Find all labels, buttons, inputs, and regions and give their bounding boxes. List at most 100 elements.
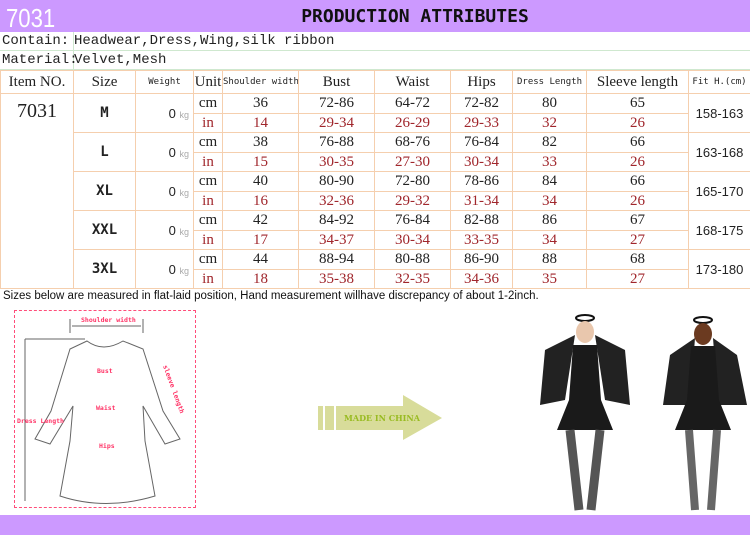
col-header: Dress Length	[512, 70, 587, 94]
measure-cm: 72-86	[298, 93, 375, 114]
measure-cm: 88	[512, 249, 587, 270]
measure-in: 16	[222, 190, 299, 211]
unit-in: in	[193, 268, 223, 289]
size-cell: 3XL	[73, 249, 136, 289]
page-title: PRODUCTION ATTRIBUTES	[301, 6, 529, 27]
measure-in: 31-34	[450, 190, 513, 211]
measure-in: 29-34	[298, 112, 375, 133]
measure-in: 32-36	[298, 190, 375, 211]
material-label: Material:	[2, 51, 78, 70]
material-value: Velvet,Mesh	[74, 52, 167, 68]
measure-cm: 38	[222, 132, 299, 153]
measure-in: 34	[512, 190, 587, 211]
size-cell: M	[73, 93, 136, 133]
item-number: 7031	[0, 93, 74, 289]
size-table: Item NO. Size Weight Unit Shoulder width…	[0, 70, 750, 289]
size-cell: XL	[73, 171, 136, 211]
measure-in: 27	[586, 229, 689, 250]
measure-in: 27	[586, 268, 689, 289]
shoulder-label: Shoulder width	[81, 316, 136, 324]
fit-height-cell: 173-180	[688, 249, 750, 289]
table-row-in: in 18 35-38 32-35 34-36 35 27	[1, 268, 750, 289]
measure-in: 30-35	[298, 151, 375, 172]
measure-cm: 84-92	[298, 210, 375, 231]
measure-cm: 40	[222, 171, 299, 192]
col-header: Unit	[193, 70, 223, 94]
measure-in: 34-36	[450, 268, 513, 289]
measure-cm: 80-88	[374, 249, 451, 270]
measure-in: 32-35	[374, 268, 451, 289]
measure-cm: 66	[586, 132, 689, 153]
col-header: Hips	[450, 70, 513, 94]
model-back-photo	[663, 316, 747, 511]
measure-cm: 78-86	[450, 171, 513, 192]
bust-label: Bust	[97, 367, 113, 375]
table-row-cm: 7031 M 0 kg cm 36 72-86 64-72 72-82 80 65 158-163	[0, 93, 750, 289]
table-row-cm: 3XL 0 kg cm 44 88-94 80-88 86-90 88 68 173-180	[1, 249, 750, 289]
made-in-china-text: MADE IN CHINA	[344, 413, 421, 423]
material-row: Material:Velvet,Mesh	[0, 51, 750, 70]
measure-in: 26	[586, 151, 689, 172]
unit-in: in	[193, 112, 223, 133]
measure-cm: 42	[222, 210, 299, 231]
measure-in: 17	[222, 229, 299, 250]
measure-in: 33	[512, 151, 587, 172]
measure-cm: 76-88	[298, 132, 375, 153]
table-header: Item NO. Size Weight Unit Shoulder width…	[0, 70, 750, 94]
measure-cm: 64-72	[374, 93, 451, 114]
size-cell: XXL	[73, 210, 136, 250]
measure-in: 34	[512, 229, 587, 250]
sleeve-length-label: sleeve length	[161, 364, 186, 415]
measure-in: 35-38	[298, 268, 375, 289]
weight-cell: 0 kg	[135, 93, 194, 133]
col-header: Bust	[298, 70, 375, 94]
fit-height-cell: 168-175	[688, 210, 750, 250]
unit-in: in	[193, 190, 223, 211]
item-code: 7031	[6, 3, 56, 33]
measure-in: 26-29	[374, 112, 451, 133]
measure-in: 32	[512, 112, 587, 133]
measure-cm: 36	[222, 93, 299, 114]
table-row-cm: XXL 0 kg cm 42 84-92 76-84 82-88 86 67 168-175	[1, 210, 750, 250]
measure-in: 29-33	[450, 112, 513, 133]
measure-in: 26	[586, 112, 689, 133]
measure-in: 26	[586, 190, 689, 211]
col-header: Waist	[374, 70, 451, 94]
measure-cm: 44	[222, 249, 299, 270]
weight-cell: 0 kg	[135, 132, 194, 172]
measure-cm: 86-90	[450, 249, 513, 270]
measure-cm: 88-94	[298, 249, 375, 270]
measurement-note: Sizes below are measured in flat-laid po…	[3, 290, 539, 302]
fit-height-cell: 158-163	[688, 93, 750, 133]
measure-cm: 66	[586, 171, 689, 192]
size-diagram: Shoulder width Bust Waist Hips Dress Len…	[14, 310, 196, 508]
made-in-china-badge: MADE IN CHINA	[318, 395, 444, 446]
measure-in: 30-34	[374, 229, 451, 250]
fit-height-cell: 165-170	[688, 171, 750, 211]
unit-cm: cm	[193, 132, 223, 153]
col-header: Shoulder width	[222, 70, 299, 94]
weight-cell: 0 kg	[135, 210, 194, 250]
unit-cm: cm	[193, 210, 223, 231]
contain-value: Headwear,Dress,Wing,silk ribbon	[74, 33, 335, 49]
measure-in: 18	[222, 268, 299, 289]
col-header: Item NO.	[0, 70, 74, 94]
col-header: Weight	[135, 70, 194, 94]
col-header: Fit H.(cm)	[688, 70, 750, 94]
contain-row: Contain: Headwear,Dress,Wing,silk ribbon	[0, 32, 750, 51]
contain-label: Contain:	[2, 32, 74, 51]
measure-in: 27-30	[374, 151, 451, 172]
hips-label: Hips	[99, 442, 115, 450]
measure-cm: 86	[512, 210, 587, 231]
measure-cm: 68	[586, 249, 689, 270]
measure-cm: 76-84	[374, 210, 451, 231]
measure-in: 34-37	[298, 229, 375, 250]
measure-cm: 76-84	[450, 132, 513, 153]
col-header: Size	[73, 70, 136, 94]
measure-in: 14	[222, 112, 299, 133]
measure-cm: 82	[512, 132, 587, 153]
measure-cm: 72-80	[374, 171, 451, 192]
measure-cm: 72-82	[450, 93, 513, 114]
measure-cm: 80	[512, 93, 587, 114]
